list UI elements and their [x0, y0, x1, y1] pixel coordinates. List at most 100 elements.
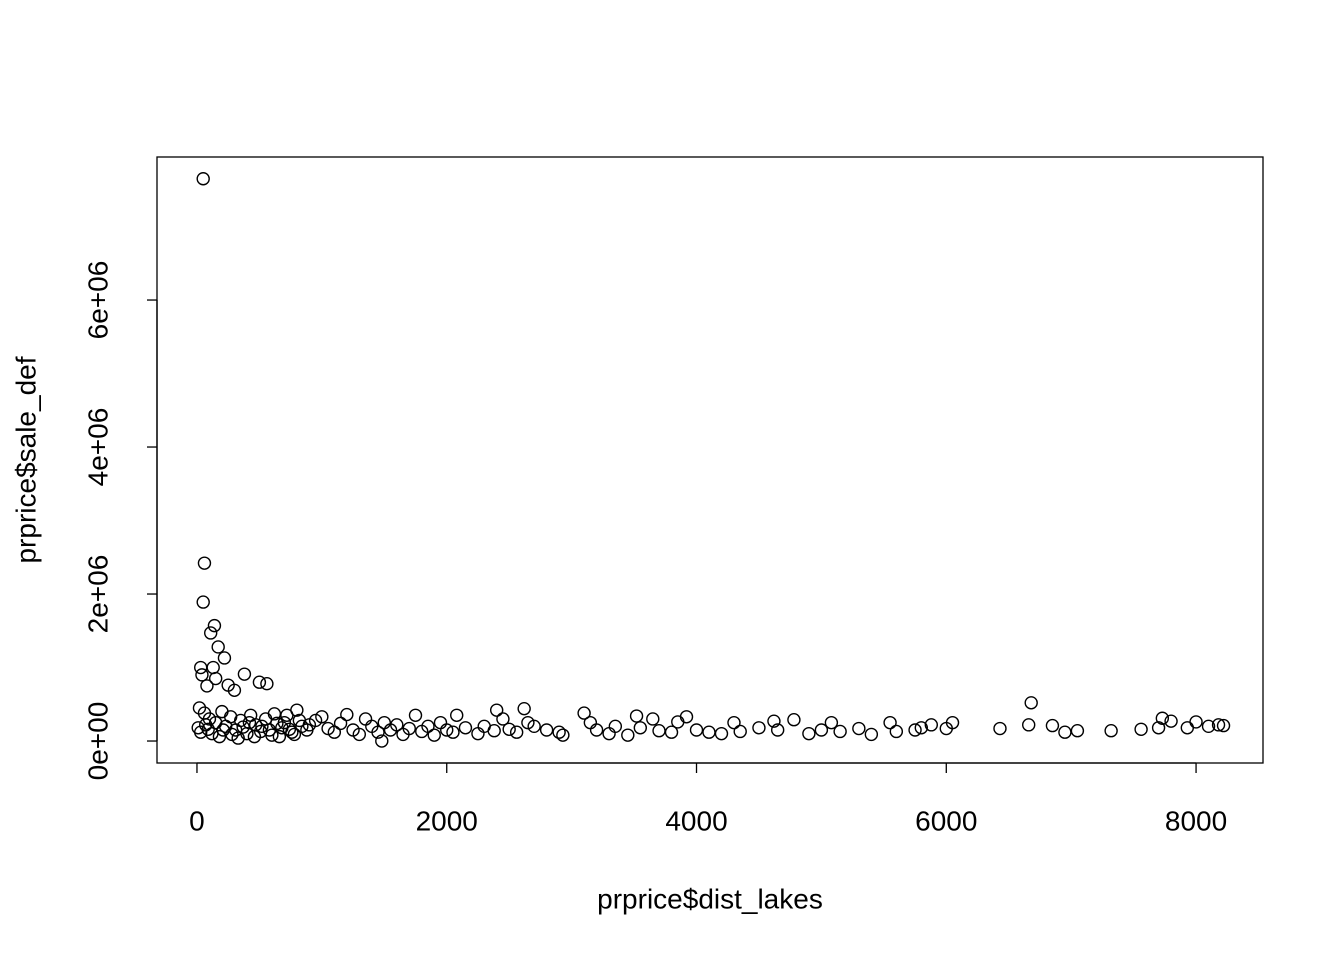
- point: [1189, 715, 1203, 729]
- point: [1058, 725, 1072, 739]
- point: [352, 727, 367, 742]
- point: [908, 723, 922, 737]
- point: [458, 721, 473, 735]
- y-tick-label: 6e+06: [82, 261, 113, 340]
- x-tick-label: 8000: [1165, 805, 1227, 836]
- point: [608, 719, 623, 734]
- y-tick-label: 4e+06: [82, 408, 113, 487]
- point: [440, 723, 454, 737]
- point: [270, 716, 284, 731]
- point: [255, 719, 269, 734]
- point: [752, 721, 766, 735]
- point: [889, 724, 904, 739]
- point: [787, 713, 801, 727]
- point: [282, 722, 297, 736]
- point: [629, 709, 644, 723]
- point: [852, 721, 866, 736]
- point: [196, 172, 210, 186]
- point: [1216, 718, 1231, 733]
- point: [211, 640, 225, 654]
- x-tick-label: 2000: [416, 805, 478, 836]
- point: [517, 701, 531, 716]
- point: [767, 714, 781, 728]
- point: [258, 712, 273, 726]
- point: [340, 707, 354, 722]
- point: [1151, 721, 1166, 735]
- point: [260, 676, 274, 691]
- point: [375, 734, 389, 748]
- point: [433, 715, 448, 730]
- point: [621, 728, 635, 742]
- point: [727, 715, 741, 730]
- point: [833, 724, 847, 739]
- y-axis-label: prprice$sale_def: [10, 356, 41, 563]
- point: [689, 723, 704, 737]
- point: [247, 729, 262, 744]
- point: [390, 718, 404, 732]
- point: [552, 725, 566, 739]
- point: [195, 668, 209, 682]
- point: [237, 667, 252, 681]
- point: [227, 683, 242, 698]
- point: [489, 703, 504, 717]
- point: [471, 726, 485, 741]
- point: [427, 728, 441, 742]
- point: [496, 712, 510, 726]
- x-tick-label: 6000: [915, 805, 977, 836]
- point: [201, 722, 215, 736]
- point: [1070, 724, 1085, 738]
- point: [327, 725, 342, 739]
- point: [200, 679, 214, 693]
- point: [408, 708, 423, 722]
- point: [1180, 721, 1195, 735]
- point: [215, 704, 229, 719]
- point: [302, 718, 317, 732]
- point: [272, 729, 287, 744]
- point: [702, 725, 716, 739]
- point: [290, 703, 304, 717]
- point: [204, 626, 218, 640]
- point: [487, 724, 501, 738]
- point: [315, 710, 329, 724]
- point: [664, 725, 679, 739]
- point: [945, 715, 960, 730]
- point: [602, 726, 616, 741]
- point: [883, 715, 897, 730]
- point: [252, 675, 267, 689]
- point: [262, 723, 277, 737]
- point: [814, 723, 829, 737]
- point: [285, 725, 299, 739]
- point: [212, 729, 227, 744]
- point: [197, 556, 212, 570]
- point: [583, 715, 598, 730]
- x-tick-label: 0: [189, 805, 205, 836]
- point: [646, 712, 660, 726]
- point: [217, 651, 232, 665]
- point: [371, 725, 385, 739]
- point: [802, 726, 816, 741]
- point: [509, 725, 524, 739]
- point: [633, 721, 648, 735]
- point: [527, 719, 541, 734]
- point: [208, 671, 223, 686]
- point: [679, 710, 694, 724]
- point: [770, 723, 785, 737]
- point: [733, 724, 747, 739]
- point: [358, 712, 373, 726]
- point: [287, 727, 302, 742]
- point: [864, 727, 879, 742]
- point: [1104, 724, 1118, 738]
- point: [1155, 711, 1170, 725]
- x-axis-label: prprice$dist_lakes: [597, 883, 823, 914]
- point: [914, 721, 929, 735]
- point: [993, 721, 1007, 736]
- point: [502, 722, 516, 736]
- point: [450, 708, 464, 722]
- point: [556, 728, 570, 742]
- point: [1045, 718, 1060, 733]
- point: [671, 715, 685, 729]
- point: [1164, 714, 1178, 728]
- y-tick-label: 0e+00: [82, 702, 113, 781]
- point: [242, 715, 257, 730]
